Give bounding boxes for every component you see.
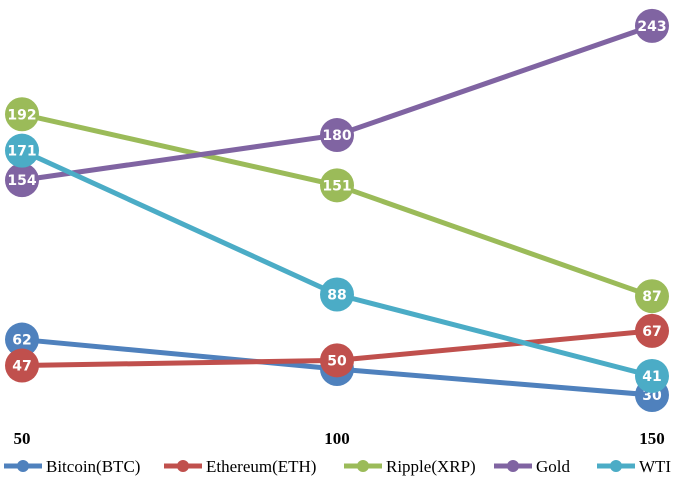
legend-entry-label: Bitcoin(BTC) [46, 457, 140, 476]
data-point-gold [635, 8, 669, 43]
data-point-wti [635, 358, 669, 393]
data-point-ethereum-eth [5, 348, 39, 383]
x-tick-label: 150 [639, 429, 665, 448]
legend-swatch-marker [610, 460, 622, 472]
data-label-ripple-xrp: 87 [642, 289, 661, 305]
x-axis-ticks: 50 100 150 [14, 429, 665, 448]
data-point-gold [5, 163, 39, 198]
data-label-ethereum-eth: 67 [642, 324, 661, 340]
legend-entry-label: Ripple(XRP) [386, 457, 476, 476]
data-point-wti [5, 133, 39, 168]
legend-swatch-marker [17, 460, 29, 472]
data-point-ethereum-eth [635, 313, 669, 348]
data-label-ethereum-eth: 50 [327, 353, 347, 369]
data-label-ripple-xrp: 192 [7, 107, 36, 123]
x-tick-label: 100 [324, 429, 350, 448]
legend-entry-label: WTI [639, 457, 671, 476]
legend-swatch-marker [357, 460, 369, 472]
data-label-ethereum-eth: 47 [12, 359, 31, 375]
data-point-wti [320, 277, 354, 312]
legend: Bitcoin(BTC) Ethereum(ETH) Ripple(XRP) Gold… [4, 457, 671, 476]
series-line-gold [21, 23, 653, 183]
data-point-ethereum-eth [320, 343, 354, 378]
legend-swatch-marker [507, 460, 519, 472]
legend-entry-label: Ethereum(ETH) [206, 457, 316, 476]
series-layer: 624530475067192151871541802431718841 [5, 8, 669, 413]
data-label-bitcoin-btc: 62 [12, 333, 31, 349]
data-label-gold: 154 [7, 173, 36, 189]
data-label-ripple-xrp: 151 [322, 178, 351, 194]
data-label-wti: 171 [7, 144, 36, 160]
data-point-ripple-xrp [635, 279, 669, 314]
x-tick-label: 50 [14, 429, 31, 448]
data-point-bitcoin-btc [5, 322, 39, 357]
data-label-wti: 88 [327, 287, 346, 303]
data-point-ripple-xrp [320, 168, 354, 203]
data-label-gold: 180 [322, 128, 351, 144]
data-point-gold [320, 118, 354, 153]
legend-entry-label: Gold [536, 457, 571, 476]
data-point-ripple-xrp [5, 97, 39, 132]
data-label-gold: 243 [637, 19, 666, 35]
legend-swatch-marker [177, 460, 189, 472]
data-label-wti: 41 [642, 369, 661, 385]
